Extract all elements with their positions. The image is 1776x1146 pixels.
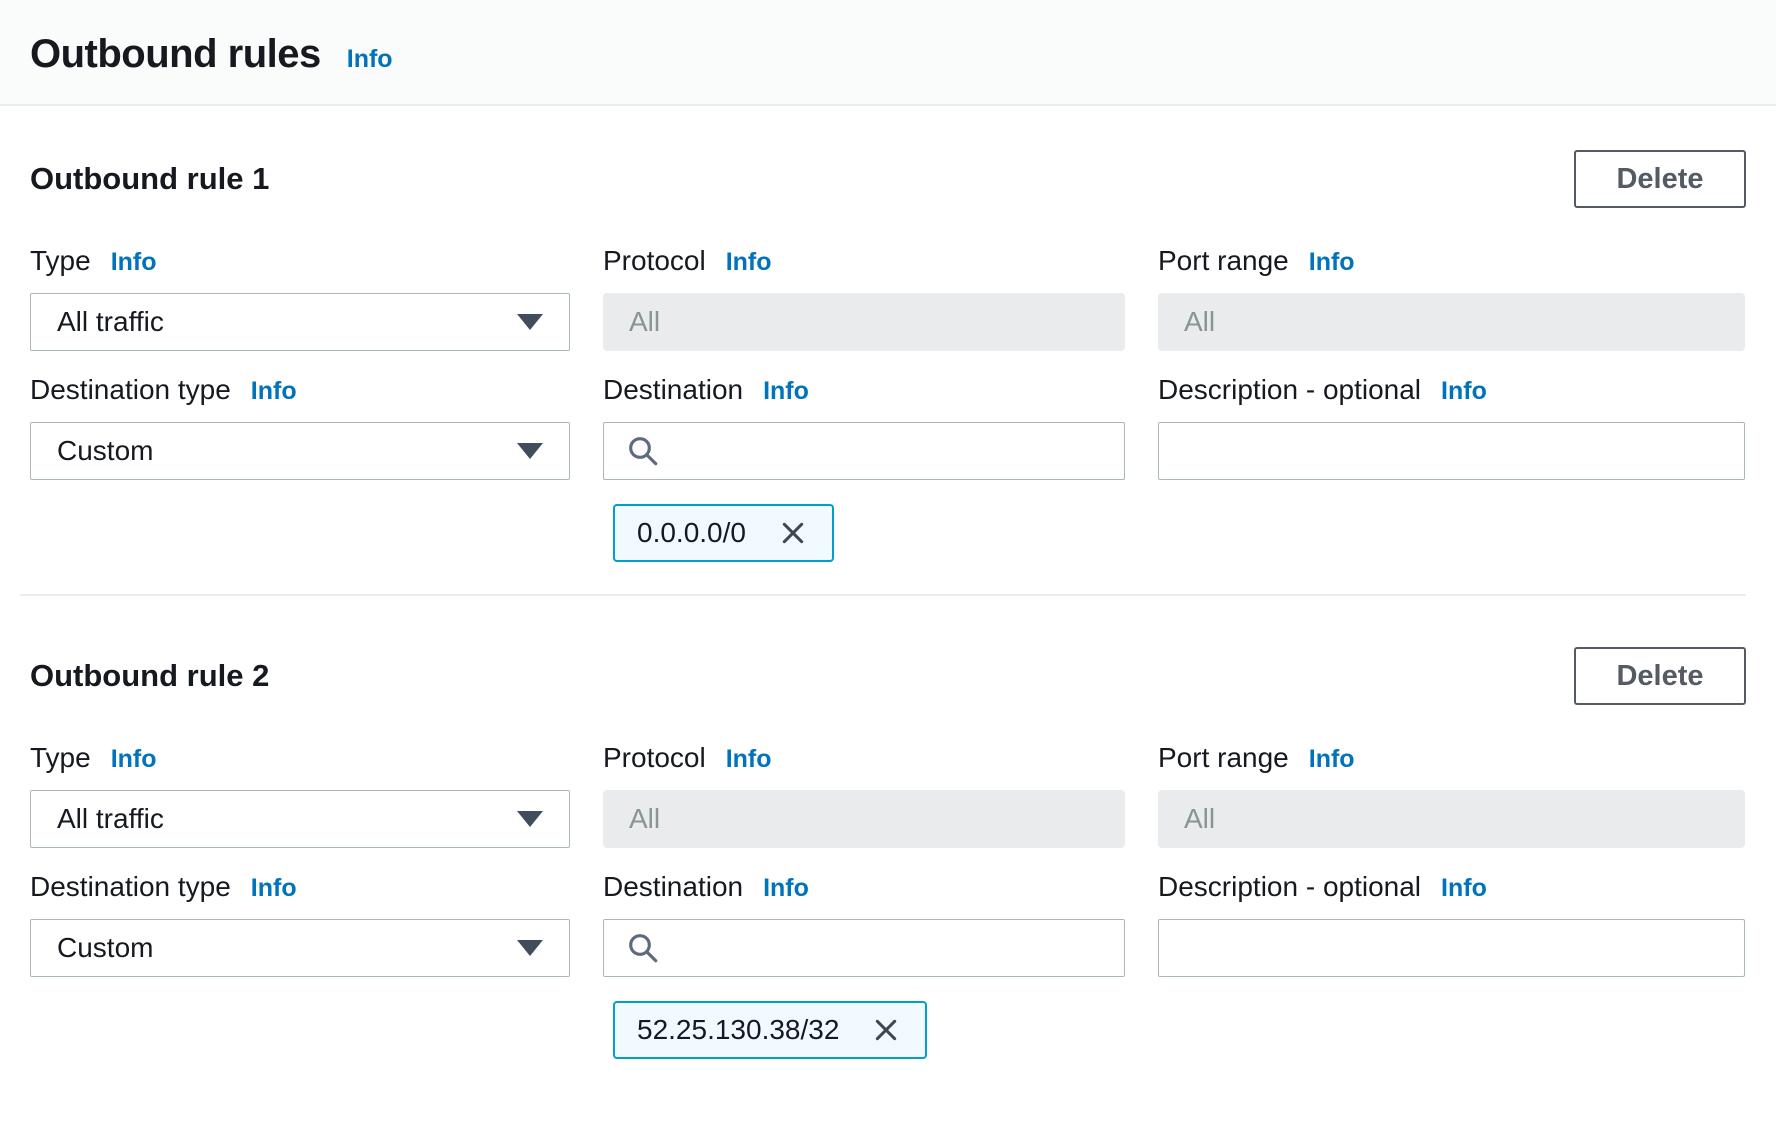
description-info-link[interactable]: Info	[1441, 377, 1487, 405]
port-range-info-link[interactable]: Info	[1308, 745, 1355, 773]
protocol-label-row: Protocol Info	[603, 244, 1125, 279]
rule-2-description-cell: Description - optional Info	[1158, 870, 1745, 977]
rule-2-destination-type-cell: Destination type Info Custom	[30, 870, 570, 977]
protocol-info-link[interactable]: Info	[725, 248, 772, 276]
rule-2-title: Outbound rule 2	[30, 658, 270, 693]
port-range-label-row: Port range Info	[1158, 244, 1745, 279]
caret-down-icon	[517, 314, 543, 330]
protocol-info-link[interactable]: Info	[725, 745, 772, 773]
protocol-label: Protocol	[603, 245, 706, 276]
close-icon[interactable]	[776, 516, 810, 550]
rule-1-destination-search-input[interactable]	[603, 422, 1125, 480]
destination-type-info-link[interactable]: Info	[250, 874, 297, 902]
port-range-value: All	[1184, 803, 1216, 834]
rule-1-description-cell: Description - optional Info	[1158, 373, 1745, 480]
rule-2-port-range-cell: Port range Info All	[1158, 741, 1745, 848]
description-label: Description - optional	[1158, 871, 1422, 902]
protocol-label: Protocol	[603, 742, 706, 773]
rule-1-destination-token: 0.0.0.0/0	[613, 504, 834, 562]
rule-1-protocol-cell: Protocol Info All	[603, 244, 1125, 351]
rule-2-delete-button[interactable]: Delete	[1574, 647, 1746, 705]
rule-2-destination-token: 52.25.130.38/32	[613, 1001, 928, 1059]
type-select-value: All traffic	[57, 306, 164, 337]
token-value: 52.25.130.38/32	[637, 1014, 840, 1045]
destination-type-label-row: Destination type Info	[30, 373, 570, 408]
outbound-rules-header: Outbound rules Info	[0, 0, 1776, 106]
description-info-link[interactable]: Info	[1441, 874, 1487, 902]
type-info-link[interactable]: Info	[110, 248, 157, 276]
rule-1-header: Outbound rule 1 Delete	[30, 150, 1746, 208]
destination-type-label: Destination type	[30, 871, 231, 902]
rule-1-type-select[interactable]: All traffic	[30, 293, 570, 351]
outbound-rule-1-section: Outbound rule 1 Delete Type Info All tra…	[20, 150, 1746, 596]
rule-2-type-select[interactable]: All traffic	[30, 790, 570, 848]
page-title: Outbound rules	[30, 32, 321, 76]
rule-1-destination-search-wrap	[603, 422, 1125, 480]
rule-2-fields: Type Info All traffic Protocol Info All	[30, 741, 1746, 1059]
type-label: Type	[30, 742, 91, 773]
destination-type-info-link[interactable]: Info	[250, 377, 297, 405]
destination-label: Destination	[603, 871, 744, 902]
rule-1-destination-tokens: 0.0.0.0/0	[603, 504, 1125, 562]
destination-type-label: Destination type	[30, 374, 231, 405]
rule-2-type-cell: Type Info All traffic	[30, 741, 570, 848]
description-label-row: Description - optional Info	[1158, 373, 1745, 408]
rule-2-port-range-field-disabled: All	[1158, 790, 1745, 848]
rule-1-description-input[interactable]	[1158, 422, 1745, 480]
rule-2-destination-search-wrap	[603, 919, 1125, 977]
caret-down-icon	[517, 443, 543, 459]
rule-2-protocol-cell: Protocol Info All	[603, 741, 1125, 848]
rule-2-header: Outbound rule 2 Delete	[30, 647, 1746, 705]
protocol-value: All	[629, 803, 661, 834]
rule-1-type-cell: Type Info All traffic	[30, 244, 570, 351]
type-label-row: Type Info	[30, 244, 570, 279]
rule-1-fields: Type Info All traffic Protocol Info All	[30, 244, 1746, 562]
description-label: Description - optional	[1158, 374, 1422, 405]
destination-label-row: Destination Info	[603, 870, 1125, 905]
port-range-label: Port range	[1158, 742, 1289, 773]
destination-type-label-row: Destination type Info	[30, 870, 570, 905]
type-label: Type	[30, 245, 91, 276]
destination-type-select-value: Custom	[57, 932, 154, 963]
caret-down-icon	[517, 940, 543, 956]
rule-2-protocol-field-disabled: All	[603, 790, 1125, 848]
port-range-label: Port range	[1158, 245, 1289, 276]
outbound-rule-2-section: Outbound rule 2 Delete Type Info All tra…	[30, 647, 1746, 1059]
rule-1-destination-cell: Destination Info	[603, 373, 1125, 480]
outbound-rules-panel: Outbound rule 1 Delete Type Info All tra…	[0, 150, 1776, 1059]
destination-type-select-value: Custom	[57, 435, 154, 466]
rule-1-delete-button[interactable]: Delete	[1574, 150, 1746, 208]
rule-2-destination-cell: Destination Info	[603, 870, 1125, 977]
destination-label-row: Destination Info	[603, 373, 1125, 408]
rule-1-destination-type-select[interactable]: Custom	[30, 422, 570, 480]
description-label-row: Description - optional Info	[1158, 870, 1745, 905]
destination-info-link[interactable]: Info	[763, 874, 809, 902]
rule-divider	[20, 594, 1746, 596]
port-range-info-link[interactable]: Info	[1308, 248, 1355, 276]
port-range-value: All	[1184, 306, 1216, 337]
type-select-value: All traffic	[57, 803, 164, 834]
token-value: 0.0.0.0/0	[637, 517, 746, 548]
outbound-rules-info-link[interactable]: Info	[346, 45, 393, 73]
port-range-label-row: Port range Info	[1158, 741, 1745, 776]
rule-1-destination-type-cell: Destination type Info Custom	[30, 373, 570, 480]
rule-1-port-range-field-disabled: All	[1158, 293, 1745, 351]
destination-label: Destination	[603, 374, 744, 405]
caret-down-icon	[517, 811, 543, 827]
type-label-row: Type Info	[30, 741, 570, 776]
rule-1-title: Outbound rule 1	[30, 161, 270, 196]
rule-2-destination-search-input[interactable]	[603, 919, 1125, 977]
rule-2-destination-tokens: 52.25.130.38/32	[603, 1001, 1125, 1059]
rule-2-destination-type-select[interactable]: Custom	[30, 919, 570, 977]
type-info-link[interactable]: Info	[110, 745, 157, 773]
destination-info-link[interactable]: Info	[763, 377, 809, 405]
protocol-value: All	[629, 306, 661, 337]
rule-1-protocol-field-disabled: All	[603, 293, 1125, 351]
protocol-label-row: Protocol Info	[603, 741, 1125, 776]
close-icon[interactable]	[869, 1013, 903, 1047]
rule-1-port-range-cell: Port range Info All	[1158, 244, 1745, 351]
rule-2-description-input[interactable]	[1158, 919, 1745, 977]
